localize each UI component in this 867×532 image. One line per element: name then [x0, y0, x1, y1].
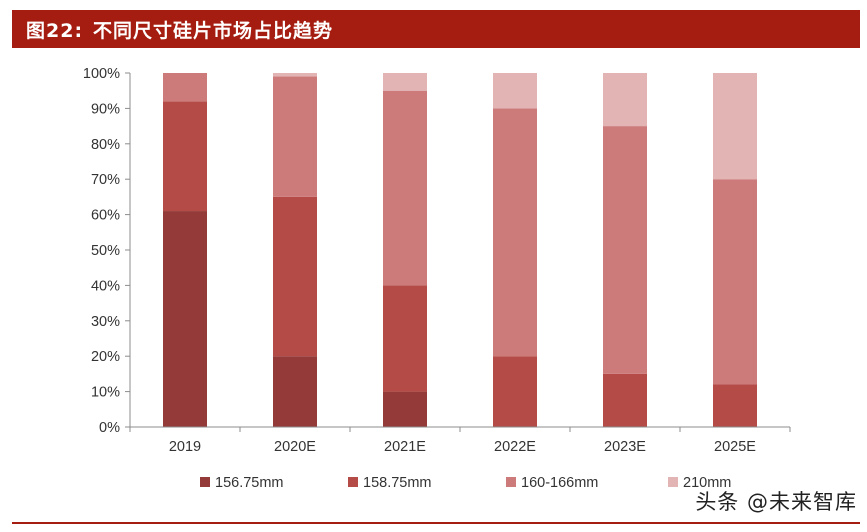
x-tick-label: 2021E [384, 439, 426, 455]
y-tick-label: 100% [83, 66, 120, 82]
legend-swatch [348, 477, 358, 487]
y-tick-label: 90% [91, 101, 120, 117]
legend: 156.75mm 158.75mm 160-166mm 210mm [200, 475, 731, 491]
bar-segment-210mm-2021e [383, 73, 427, 91]
y-tick-label: 70% [91, 172, 120, 188]
x-axis: 2019 2020E 2021E 2022E 2023E 2025E [129, 426, 791, 455]
x-tick-label: 2025E [714, 439, 756, 455]
watermark: 头条 @未来智库 [695, 490, 857, 514]
y-tick-label: 50% [91, 243, 120, 259]
y-tick-label: 40% [91, 278, 120, 294]
bar-segment-156-75mm-2021e [383, 391, 427, 427]
x-tick-label: 2019 [169, 439, 201, 455]
bar-segment-158-75mm-2022e [493, 356, 537, 427]
bar-segment-158-75mm-2021e [383, 285, 427, 392]
chart-title: 不同尺寸硅片市场占比趋势 [93, 19, 334, 42]
bar-segment-156-75mm-2019 [163, 211, 207, 427]
bar-segment-160-166mm-2021e [383, 90, 427, 286]
bar-segment-158-75mm-2025e [713, 384, 757, 427]
bottom-rule [12, 522, 860, 524]
y-tick-label: 20% [91, 349, 120, 365]
bars [163, 73, 757, 427]
y-tick-label: 60% [91, 208, 120, 224]
bar-segment-158-75mm-2023e [603, 373, 647, 427]
bar-segment-160-166mm-2023e [603, 126, 647, 374]
bar-segment-156-75mm-2020e [273, 356, 317, 427]
legend-swatch [668, 477, 678, 487]
x-tick-label: 2022E [494, 439, 536, 455]
bar-segment-210mm-2022e [493, 73, 537, 109]
chart-title-bar: 图22: 不同尺寸硅片市场占比趋势 [12, 10, 860, 48]
x-tick-label: 2020E [274, 439, 316, 455]
bar-segment-158-75mm-2020e [273, 196, 317, 357]
y-axis: 0% 10% 20% 30% 40% 50% 60% 70% 80% 90% 100% [83, 66, 131, 436]
bar-segment-160-166mm-2019 [163, 73, 207, 102]
y-tick-label: 10% [91, 385, 120, 401]
y-tick-label: 80% [91, 137, 120, 153]
x-tick-label: 2023E [604, 439, 646, 455]
y-tick-label: 30% [91, 314, 120, 330]
figure-number: 图22: [26, 19, 84, 42]
bar-segment-210mm-2020e [273, 73, 317, 77]
legend-label: 156.75mm [215, 475, 284, 491]
bar-segment-160-166mm-2025e [713, 179, 757, 385]
bar-segment-210mm-2025e [713, 73, 757, 180]
legend-label: 158.75mm [363, 475, 432, 491]
bar-segment-160-166mm-2020e [273, 76, 317, 197]
legend-swatch [200, 477, 210, 487]
legend-label: 160-166mm [521, 475, 598, 491]
bar-segment-210mm-2023e [603, 73, 647, 127]
y-tick-label: 0% [99, 420, 120, 436]
legend-swatch [506, 477, 516, 487]
legend-label: 210mm [683, 475, 731, 491]
bar-segment-158-75mm-2019 [163, 101, 207, 212]
bar-segment-160-166mm-2022e [493, 108, 537, 357]
